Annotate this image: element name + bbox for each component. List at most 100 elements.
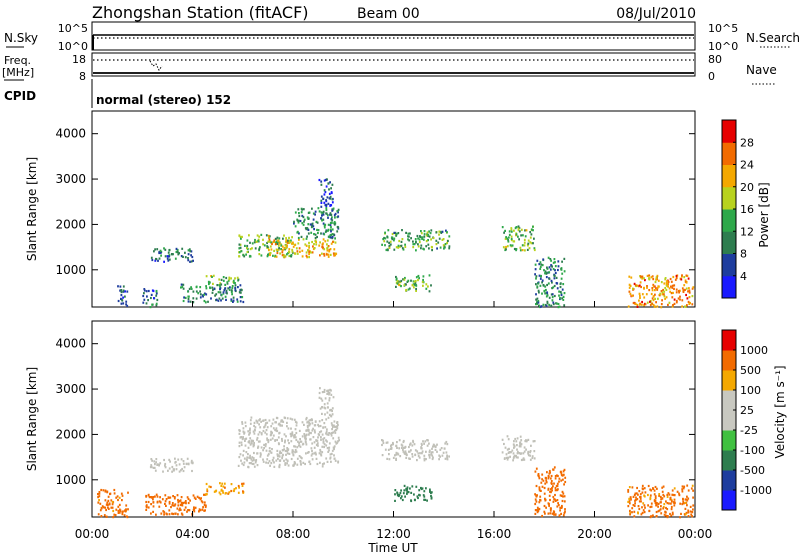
power-echo-cell (320, 217, 322, 220)
nave-tick-low: 0 (708, 70, 715, 83)
velocity-echo-cell (182, 462, 185, 465)
velocity-echo-cell (313, 424, 316, 427)
power-echo-cell (182, 287, 185, 290)
velocity-echo-cell (285, 435, 287, 438)
velocity-echo-cell (536, 509, 538, 512)
power-echo-cell (150, 293, 153, 296)
velocity-echo-cell (310, 432, 312, 435)
velocity-echo-cell (289, 417, 292, 420)
power-echo-cell (331, 236, 334, 239)
power-echo-cell (560, 268, 563, 271)
power-echo-cell (506, 245, 509, 248)
power-echo-cell (542, 284, 545, 287)
power-echo-cell (205, 275, 208, 278)
power-echo-cell (124, 290, 126, 293)
power-echo-cell (656, 288, 659, 291)
power-echo-cell (330, 226, 332, 229)
power-echo-cell (189, 250, 192, 253)
velocity-echo-cell (252, 462, 255, 466)
power-echo-cell (510, 230, 513, 233)
power-echo-cell (422, 238, 425, 241)
power-echo-cell (396, 280, 399, 283)
power-echo-cell (631, 294, 633, 297)
power-echo-cell (395, 233, 398, 236)
velocity-echo-cell (277, 454, 279, 457)
velocity-echo-cell (433, 445, 436, 448)
power-echo-cell (421, 280, 424, 284)
velocity-echo-cell (541, 485, 544, 488)
velocity-echo-cell (109, 492, 112, 495)
power-echoes (117, 178, 695, 309)
velocity-echo-cell (249, 422, 252, 425)
velocity-echo-cell (263, 443, 265, 446)
power-echo-cell (665, 288, 668, 291)
power-echo-cell (240, 237, 242, 240)
velocity-echo-cell (325, 418, 328, 421)
velocity-echo-cell (671, 493, 674, 496)
power-echo-cell (168, 258, 171, 261)
y-tick-label: 2000 (55, 427, 86, 441)
velocity-echo-cell (330, 434, 333, 437)
power-echo-cell (236, 298, 239, 301)
power-echo-cell (307, 232, 310, 235)
velocity-echo-cell (184, 500, 187, 503)
velocity-echo-cell (293, 418, 296, 421)
velocity-echo-cell (240, 443, 243, 447)
power-echo-cell (505, 236, 507, 239)
power-echo-cell (539, 277, 542, 280)
velocity-echo-cell (179, 507, 181, 510)
velocity-echo-cell (332, 396, 335, 399)
velocity-echo-cell (521, 458, 524, 461)
velocity-echo-cell (336, 425, 339, 428)
velocity-echo-cell (121, 513, 124, 516)
power-echo-cell (333, 248, 336, 251)
power-echo-cell (311, 222, 314, 225)
velocity-echo-cell (153, 466, 156, 469)
power-echo-cell (561, 260, 563, 263)
power-echo-cell (181, 285, 184, 289)
power-echo-cell (298, 214, 301, 218)
velocity-echo-cell (673, 494, 676, 497)
velocity-echo-cell (424, 440, 427, 443)
colorbar-segment (722, 350, 736, 371)
power-echo-cell (384, 231, 386, 234)
power-echo-cell (234, 289, 237, 292)
power-echo-cell (239, 246, 242, 249)
velocity-echo-cell (305, 441, 307, 444)
colorbar-tick-label: -25 (740, 424, 758, 437)
power-echo-cell (400, 279, 403, 283)
power-echo-cell (323, 254, 326, 257)
velocity-echo-cell (334, 429, 337, 432)
power-echo-cell (203, 299, 206, 303)
velocity-echo-cell (416, 495, 419, 498)
velocity-echo-cell (633, 510, 636, 513)
power-echo-cell (674, 278, 677, 281)
power-echo-cell (124, 295, 126, 298)
power-echo-cell (427, 243, 430, 246)
power-echo-cell (548, 303, 551, 306)
velocity-echo-cell (187, 497, 190, 501)
power-echo-cell (415, 289, 417, 292)
power-echo-cell (448, 245, 451, 248)
velocity-echo-cell (535, 495, 538, 498)
power-echo-cell (560, 277, 563, 280)
velocity-echo-cell (117, 498, 119, 502)
power-echo-cell (423, 248, 425, 251)
velocity-echo-cell (97, 513, 100, 516)
velocity-echo-cell (681, 490, 684, 493)
power-echo-cell (126, 304, 129, 307)
velocity-echo-cell (290, 440, 293, 443)
power-echo-cell (637, 285, 640, 288)
velocity-echo-cell (662, 507, 665, 510)
power-echo-cell (306, 216, 309, 219)
velocity-echo-cell (538, 501, 541, 504)
velocity-echo-cell (672, 493, 675, 497)
power-echo-cell (444, 246, 446, 249)
power-echo-cell (412, 283, 415, 286)
power-echo-cell (639, 275, 642, 278)
power-echo-cell (441, 238, 444, 241)
power-echo-cell (320, 201, 323, 204)
velocity-echo-cell (107, 507, 110, 510)
power-echo-cell (285, 247, 287, 250)
velocity-echo-cell (265, 443, 267, 446)
